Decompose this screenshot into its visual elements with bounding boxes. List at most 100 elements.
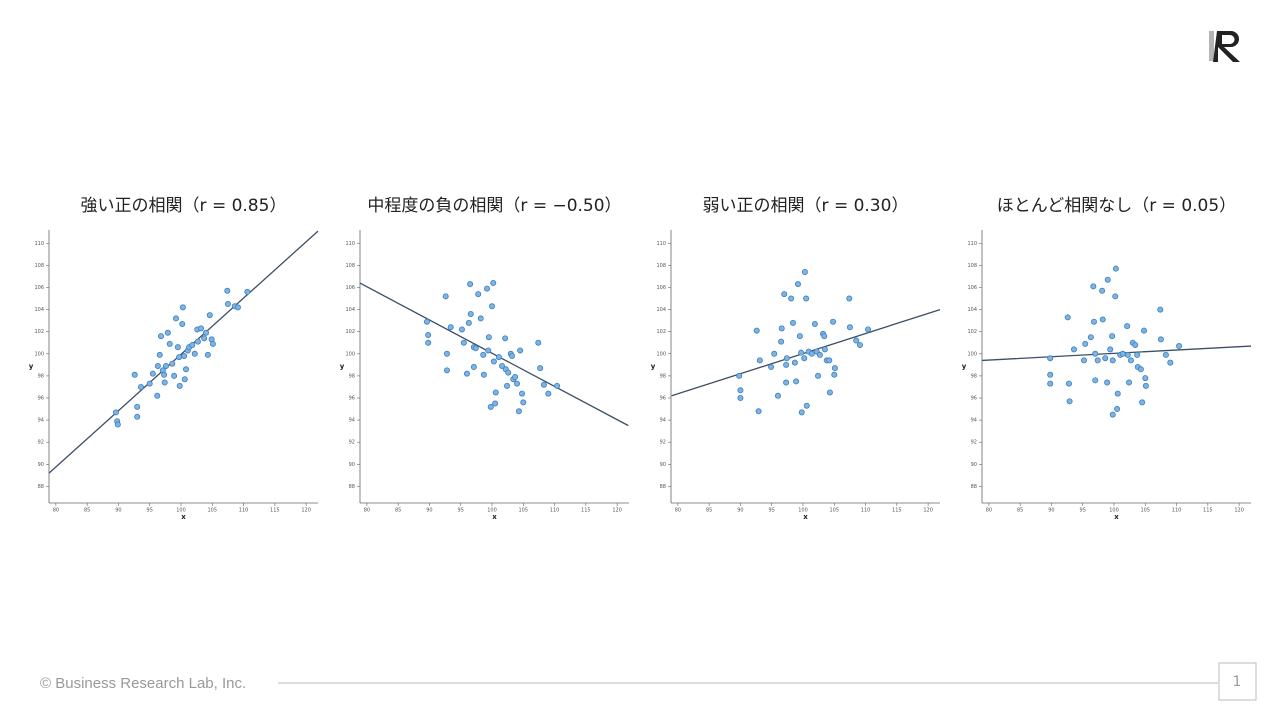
x-tick-label: 115	[270, 508, 280, 514]
y-tick-label: 108	[34, 263, 44, 269]
x-tick-label: 105	[1141, 508, 1151, 514]
point	[171, 372, 178, 379]
logo-mark	[1213, 31, 1240, 62]
point	[467, 281, 474, 288]
y-tick-label: 102	[34, 329, 44, 335]
point	[499, 362, 506, 369]
point	[1099, 287, 1106, 294]
point	[1127, 357, 1134, 364]
point	[778, 325, 785, 332]
y-tick-label: 96	[38, 396, 44, 402]
point	[1066, 398, 1073, 405]
point	[1109, 357, 1116, 364]
point	[149, 370, 156, 377]
point	[1157, 306, 1164, 313]
point	[1141, 327, 1148, 334]
point	[1157, 336, 1164, 343]
x-tick-label: 100	[1109, 508, 1119, 514]
point	[137, 383, 144, 390]
point	[492, 400, 499, 407]
point	[244, 288, 251, 295]
point	[801, 355, 808, 362]
point	[1109, 411, 1116, 418]
point	[504, 382, 511, 389]
y-tick-label: 96	[971, 396, 977, 402]
point	[798, 349, 805, 356]
point	[1090, 318, 1097, 325]
chart: ほとんど相関なし（r = 0.05） 80 85 90 95 100 105 110 115 12…	[962, 196, 1252, 521]
x-tick-label: 90	[426, 508, 432, 514]
x-tick-label: 115	[581, 508, 591, 514]
y-tick-label: 108	[967, 263, 977, 269]
point	[816, 351, 823, 358]
point	[490, 358, 497, 365]
y-tick-label: 98	[349, 373, 355, 379]
point	[509, 352, 516, 359]
x-tick-label: 95	[147, 508, 153, 514]
x-tick-label: 80	[986, 508, 992, 514]
y-tick-label: 106	[967, 285, 977, 291]
y-tick-label: 100	[656, 351, 666, 357]
point	[1114, 406, 1121, 413]
y-tick-label: 88	[349, 484, 355, 490]
point	[755, 408, 762, 415]
x-tick-label: 80	[364, 508, 370, 514]
y-tick-label: 94	[38, 418, 44, 424]
x-tick-label: 100	[798, 508, 808, 514]
point	[234, 304, 241, 311]
point	[1142, 375, 1149, 382]
point	[1047, 380, 1054, 387]
y-tick-label: 90	[660, 462, 666, 468]
point	[181, 376, 188, 383]
point	[796, 333, 803, 340]
point	[203, 329, 210, 336]
point	[783, 379, 790, 386]
y-tick-label: 106	[345, 285, 355, 291]
point	[483, 285, 490, 292]
point	[803, 402, 810, 409]
x-tick-label: 80	[53, 508, 59, 514]
point	[811, 320, 818, 327]
y-axis-label: y	[962, 363, 967, 371]
y-tick-label: 108	[345, 263, 355, 269]
x-tick-label: 100	[487, 508, 497, 514]
point	[156, 351, 163, 358]
point	[1126, 379, 1133, 386]
point	[1137, 366, 1144, 373]
point	[465, 319, 472, 326]
point	[1132, 341, 1139, 348]
y-tick-label: 92	[349, 440, 355, 446]
x-tick-label: 95	[458, 508, 464, 514]
chart: 強い正の相関（r = 0.85） 80 85 90 95 100 105 110 115 120 8…	[29, 196, 319, 521]
point	[1162, 351, 1169, 358]
chart: 弱い正の相関（r = 0.30） 80 85 90 95 100 105 110 115 120 8…	[651, 196, 941, 521]
point	[535, 339, 542, 346]
point	[480, 351, 487, 358]
x-tick-label: 120	[301, 508, 311, 514]
point	[505, 369, 512, 376]
point	[545, 390, 552, 397]
y-tick-label: 104	[656, 307, 666, 313]
point	[161, 371, 168, 378]
x-tick-label: 120	[612, 508, 622, 514]
point	[768, 364, 775, 371]
point	[495, 354, 502, 361]
point	[443, 367, 450, 374]
point	[853, 337, 860, 344]
point	[209, 340, 216, 347]
point	[778, 338, 785, 345]
point	[793, 378, 800, 385]
point	[788, 295, 795, 302]
point	[1104, 379, 1111, 386]
point	[1082, 340, 1089, 347]
y-tick-label: 106	[34, 285, 44, 291]
point	[821, 346, 828, 353]
point	[1112, 293, 1119, 300]
y-tick-label: 100	[345, 351, 355, 357]
page-number: 1	[1233, 674, 1242, 690]
y-axis-label: y	[340, 363, 345, 371]
y-tick-label: 104	[34, 307, 44, 313]
point	[487, 403, 494, 410]
y-tick-label: 108	[656, 263, 666, 269]
point	[753, 327, 760, 334]
